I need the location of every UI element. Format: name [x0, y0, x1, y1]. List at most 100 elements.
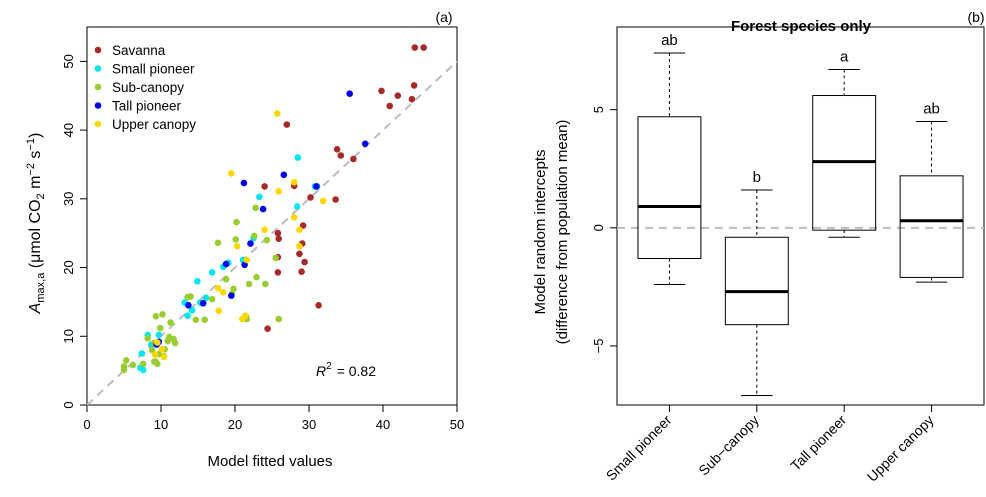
- y-axis: 0 10 20 30 40 50: [61, 54, 87, 409]
- one-to-one-line-path: [86, 60, 458, 406]
- point-upper-canopy: [228, 170, 235, 177]
- point-small-pioneer: [294, 154, 302, 161]
- point-savanna: [386, 102, 394, 110]
- point-sub-canopy: [167, 319, 174, 326]
- point-upper-canopy: [296, 226, 303, 233]
- significance-letter: ab: [923, 101, 940, 118]
- boxes: ab b a ab: [637, 32, 964, 397]
- point-sub-canopy: [275, 315, 283, 323]
- point-savanna: [283, 121, 291, 128]
- point-upper-canopy: [239, 315, 246, 323]
- point-tall-pioneer: [185, 302, 192, 309]
- point-sub-canopy: [263, 236, 271, 244]
- x-tick-label: Small pioneer: [603, 412, 675, 484]
- point-tall-pioneer: [199, 300, 207, 307]
- point-small-pioneer: [188, 306, 196, 314]
- legend-marker: [94, 83, 102, 91]
- point-sub-canopy: [230, 285, 237, 293]
- point-upper-canopy: [273, 110, 281, 117]
- point-sub-canopy: [232, 236, 239, 243]
- legend-marker: [94, 102, 102, 109]
- legend-label: Savanna: [112, 43, 166, 58]
- point-sub-canopy: [250, 232, 258, 240]
- point-tall-pioneer: [247, 240, 254, 247]
- y-tick-label: 5: [591, 106, 606, 113]
- box-body: [637, 116, 702, 260]
- panel-b-title: Forest species only: [731, 18, 872, 35]
- point-sub-canopy: [171, 339, 179, 347]
- point-sub-canopy: [253, 273, 260, 281]
- point-savanna: [411, 44, 419, 51]
- point-savanna: [264, 325, 271, 333]
- point-tall-pioneer: [259, 205, 267, 213]
- point-savanna: [350, 155, 357, 163]
- point-savanna: [298, 268, 305, 276]
- y-tick-label: 0: [61, 401, 76, 408]
- point-savanna: [337, 152, 345, 159]
- y-axis: −5 0 5: [591, 106, 617, 353]
- boxplot-panel: ab b a ab −5 0 5 Small pioneer Sub−canopy Tall …: [532, 9, 985, 485]
- point-small-pioneer: [194, 278, 201, 285]
- y-tick-label: 40: [61, 123, 76, 137]
- point-savanna: [274, 229, 282, 237]
- point-savanna: [394, 92, 402, 99]
- y-tick-label: 0: [591, 224, 606, 231]
- point-small-pioneer: [208, 269, 216, 276]
- point-small-pioneer: [293, 203, 301, 210]
- point-savanna: [408, 95, 416, 103]
- point-tall-pioneer: [313, 183, 320, 190]
- point-savanna: [274, 269, 282, 276]
- x-axis-label: Model fitted values: [207, 453, 332, 470]
- point-small-pioneer: [256, 193, 263, 201]
- point-sub-canopy: [152, 313, 160, 320]
- r-squared-annotation: R2 = 0.82: [316, 361, 376, 379]
- point-small-pioneer: [138, 350, 146, 357]
- legend-marker: [94, 46, 102, 54]
- point-sub-canopy: [151, 358, 158, 366]
- point-savanna: [307, 194, 314, 201]
- point-savanna: [410, 82, 418, 89]
- y-tick-label: 20: [61, 260, 76, 274]
- point-small-pioneer: [202, 294, 210, 302]
- point-upper-canopy: [160, 353, 168, 361]
- point-sub-canopy: [122, 357, 130, 364]
- x-tick-label: 50: [450, 417, 464, 432]
- y-tick-label: −5: [591, 339, 606, 354]
- point-upper-canopy: [151, 351, 159, 359]
- panel-a-label: (a): [435, 9, 452, 25]
- legend-label: Tall pioneer: [112, 99, 182, 114]
- point-sub-canopy: [144, 335, 151, 342]
- y-tick-label: 50: [61, 54, 76, 68]
- box-tall-pioneer: a: [812, 49, 877, 238]
- point-savanna: [332, 196, 339, 203]
- point-sub-canopy: [164, 337, 171, 345]
- x-tick-label: Sub−canopy: [695, 412, 762, 479]
- panel-b-label: (b): [967, 9, 984, 25]
- point-sub-canopy: [272, 254, 280, 262]
- x-axis: Small pioneer Sub−canopy Tall pioneer Upper…: [603, 405, 937, 485]
- x-tick-label: 30: [302, 417, 316, 432]
- legend: Savanna Small pioneer Sub-canopy Tall pione…: [94, 43, 196, 132]
- point-savanna: [296, 250, 303, 258]
- point-small-pioneer: [155, 331, 163, 339]
- point-tall-pioneer: [240, 179, 248, 187]
- point-upper-canopy: [215, 307, 222, 315]
- legend-label: Sub-canopy: [112, 80, 184, 95]
- point-sub-canopy: [148, 346, 156, 354]
- point-upper-canopy: [275, 188, 283, 195]
- x-tick-label: Upper canopy: [864, 412, 937, 485]
- significance-letter: a: [840, 49, 849, 66]
- x-tick-label: 10: [154, 417, 168, 432]
- box-upper-canopy: ab: [899, 101, 964, 283]
- x-tick-label: Tall pioneer: [787, 412, 849, 474]
- point-savanna: [261, 183, 268, 190]
- point-upper-canopy: [243, 256, 251, 264]
- scatter-points: [120, 44, 428, 374]
- y-tick-label: 10: [61, 329, 76, 343]
- point-sub-canopy: [252, 204, 259, 212]
- point-tall-pioneer: [361, 140, 369, 148]
- point-upper-canopy: [219, 289, 227, 296]
- point-sub-canopy: [120, 366, 128, 374]
- point-savanna: [275, 235, 283, 242]
- x-tick-label: 20: [228, 417, 242, 432]
